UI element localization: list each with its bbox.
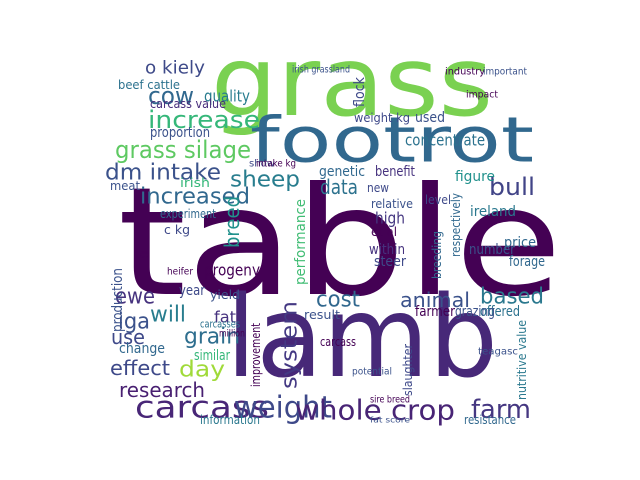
word: fat <box>214 308 236 327</box>
word: data <box>320 175 358 199</box>
word: farm <box>471 395 531 425</box>
word: iga <box>118 310 150 335</box>
word: ie <box>135 247 149 261</box>
word: grass silage <box>115 136 251 164</box>
word: c kg <box>164 223 190 237</box>
word: lamb <box>226 273 498 403</box>
word: fat score <box>370 416 410 425</box>
word: carcass value <box>150 97 226 111</box>
word: cow <box>148 82 194 110</box>
word: impact <box>466 90 498 101</box>
word: resistance <box>464 413 516 427</box>
word: benefit <box>375 164 415 180</box>
word: experiment <box>160 207 216 221</box>
word: heifer <box>167 267 194 278</box>
word: grass <box>211 26 493 138</box>
word: sire breed <box>370 395 410 406</box>
word: genetic <box>319 164 365 180</box>
word: irish grassland <box>292 65 350 76</box>
word: carcass <box>135 391 269 426</box>
word: beef cattle <box>118 78 180 92</box>
word: bull <box>489 173 535 201</box>
words: tablelambgrassfootrotcarcassweightwhole … <box>105 26 563 427</box>
word: respectively <box>449 193 463 257</box>
word: new <box>367 181 389 195</box>
word: cost <box>316 288 360 313</box>
word: information <box>200 413 260 427</box>
word: ewe <box>115 285 155 310</box>
word: proportion <box>150 125 210 141</box>
word: carcasses <box>200 318 240 331</box>
word: table <box>118 156 563 330</box>
word: yield <box>210 288 240 302</box>
word: high <box>375 209 405 228</box>
word: million <box>219 329 245 340</box>
word: level <box>425 193 451 207</box>
word: potential <box>352 367 392 378</box>
word: important <box>483 67 527 78</box>
word: farmer <box>415 304 455 320</box>
word: day <box>179 358 225 383</box>
word: meat <box>110 179 140 193</box>
word: quality <box>204 87 250 106</box>
word: progeny <box>204 261 260 280</box>
word: increased <box>140 185 250 210</box>
word: based <box>480 285 544 310</box>
word: intake kg <box>256 159 296 170</box>
word: animal <box>400 288 470 312</box>
word: slaughter <box>401 344 415 396</box>
word: forage <box>509 254 545 270</box>
word: industry <box>445 67 485 78</box>
word: result <box>304 308 340 322</box>
word: flock <box>352 76 368 107</box>
word: within <box>369 242 405 258</box>
word: teagasc <box>478 347 518 358</box>
word: ireland <box>470 204 516 220</box>
word: change <box>119 341 165 357</box>
word: sheep <box>230 168 300 193</box>
word: show <box>249 159 275 170</box>
word: et al <box>371 225 397 239</box>
word: steer <box>374 254 406 270</box>
word: weight <box>234 391 332 426</box>
word: increase <box>148 106 260 134</box>
word: production <box>110 268 126 332</box>
word: weight kg <box>354 111 410 125</box>
word: relative <box>371 197 413 211</box>
word: system <box>278 301 303 389</box>
word: grazing <box>455 304 495 320</box>
word: whole crop <box>295 394 455 427</box>
word: use <box>111 325 145 349</box>
word: dm intake <box>105 161 221 186</box>
word: effect <box>110 356 170 380</box>
word: irish <box>180 176 210 190</box>
word: number <box>469 242 515 258</box>
word: will <box>150 303 186 328</box>
word: carcass <box>320 335 356 349</box>
word: year <box>179 283 205 299</box>
word: offered <box>480 304 520 320</box>
word: footrot <box>250 104 534 177</box>
word: price <box>504 235 536 251</box>
word: performance <box>293 199 309 285</box>
word: breed <box>220 196 244 248</box>
cloud-background <box>98 50 550 426</box>
word: grain <box>184 325 240 350</box>
word: concentrate <box>405 131 485 150</box>
word: similar <box>194 348 230 364</box>
word: o kiely <box>145 58 205 79</box>
word: improvement <box>249 323 263 387</box>
word: used <box>415 110 445 126</box>
word: figure <box>455 169 495 185</box>
word: research <box>119 378 205 402</box>
word: nutritive value <box>515 320 529 400</box>
word: breeding <box>430 231 444 279</box>
